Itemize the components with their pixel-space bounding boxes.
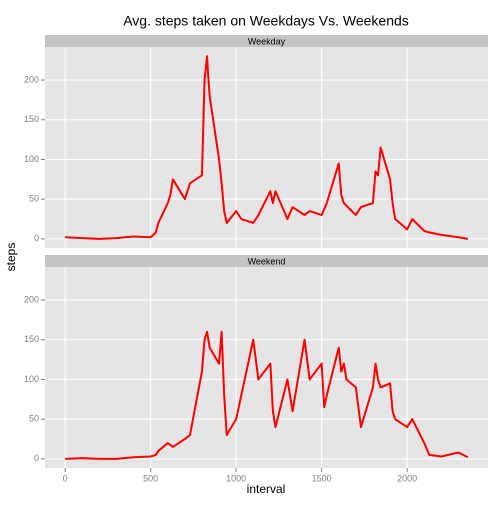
y-tick-label: 200 <box>24 294 39 304</box>
y-tick-label: 0 <box>34 453 39 463</box>
x-tick-label: 2000 <box>397 473 417 483</box>
x-tick-label: 500 <box>143 473 158 483</box>
x-tick-label: 0 <box>63 473 68 483</box>
y-tick-label: 100 <box>24 154 39 164</box>
y-tick-label: 150 <box>24 114 39 124</box>
data-line <box>65 55 468 240</box>
facet-strip <box>45 35 488 47</box>
y-tick-label: 50 <box>29 414 39 424</box>
y-axis-label: steps <box>4 243 18 272</box>
x-tick-label: 1000 <box>226 473 246 483</box>
y-tick-label: 200 <box>24 74 39 84</box>
data-line <box>65 330 469 460</box>
y-tick-label: 150 <box>24 334 39 344</box>
x-tick-label: 1500 <box>312 473 332 483</box>
facet-label: Weekend <box>248 256 286 266</box>
facet-strip <box>45 255 488 267</box>
y-tick-label: 100 <box>24 374 39 384</box>
panel-background <box>45 47 488 248</box>
chart-title: Avg. steps taken on Weekdays Vs. Weekend… <box>123 13 409 29</box>
facet-label: Weekday <box>248 36 286 46</box>
y-tick-label: 50 <box>29 194 39 204</box>
y-tick-label: 0 <box>34 233 39 243</box>
x-axis-label: interval <box>247 482 286 496</box>
